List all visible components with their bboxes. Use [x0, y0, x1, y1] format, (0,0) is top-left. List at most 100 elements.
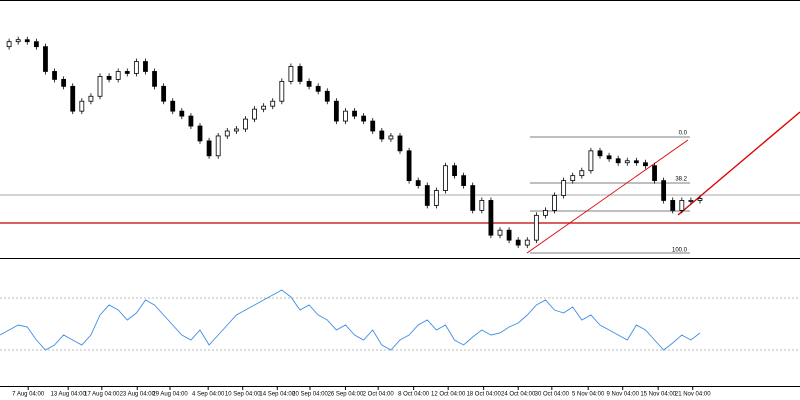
- candle: [661, 180, 667, 201]
- candle: [33, 41, 39, 48]
- candle: [124, 71, 130, 74]
- candle: [652, 165, 657, 182]
- candle: [397, 135, 403, 152]
- x-tick-label: 9 Nov 04:00: [607, 392, 640, 398]
- candle: [679, 200, 685, 211]
- fib-label: 100.0: [672, 248, 688, 254]
- candle: [515, 239, 521, 246]
- candle: [79, 100, 85, 112]
- candle: [424, 185, 430, 206]
- x-tick-label: 12 Oct 04:00: [431, 392, 466, 398]
- candle: [524, 239, 530, 246]
- x-tick-label: 18 Oct 04:00: [466, 392, 501, 398]
- x-tick-label: 4 Sep 04:00: [192, 392, 225, 398]
- x-tick-label: 7 Aug 04:00: [12, 392, 45, 398]
- candle: [270, 100, 276, 107]
- candle: [197, 125, 203, 142]
- x-tick-label: 30 Oct 04:00: [535, 392, 570, 398]
- candle: [170, 100, 176, 112]
- candle: [88, 95, 94, 102]
- candle: [361, 115, 367, 122]
- candle: [315, 85, 321, 92]
- candle: [543, 209, 548, 216]
- candle: [52, 71, 57, 80]
- candle: [688, 200, 694, 202]
- x-tick-label: 20 Sep 04:00: [292, 392, 328, 398]
- candle: [224, 130, 230, 137]
- candle: [306, 80, 312, 87]
- x-tick-label: 15 Nov 04:00: [640, 392, 676, 398]
- candle: [415, 180, 421, 186]
- candle: [324, 90, 330, 102]
- candle: [643, 162, 648, 167]
- candle: [297, 66, 303, 82]
- candle: [288, 66, 294, 82]
- candle: [233, 128, 239, 132]
- x-tick-label: 26 Sep 04:00: [328, 392, 364, 398]
- candle: [579, 170, 585, 177]
- x-tick-label: 23 Aug 04:00: [120, 392, 156, 398]
- candle: [570, 175, 576, 182]
- candle: [433, 190, 439, 206]
- candle: [670, 200, 676, 211]
- x-tick-label: 5 Nov 04:00: [572, 392, 605, 398]
- candle: [15, 39, 21, 43]
- candle: [615, 158, 621, 164]
- candle: [261, 105, 267, 110]
- candle: [588, 150, 594, 172]
- candle: [506, 229, 512, 241]
- candle: [343, 110, 348, 122]
- candle: [479, 200, 485, 211]
- candle: [152, 71, 157, 87]
- candle: [379, 130, 385, 140]
- trend-line: [677, 111, 800, 216]
- candle: [452, 165, 457, 177]
- candle: [97, 76, 103, 97]
- candle: [606, 155, 612, 160]
- candle: [279, 80, 285, 102]
- x-tick-label: 29 Aug 04:00: [152, 392, 188, 398]
- candle: [624, 160, 630, 164]
- candle: [333, 100, 339, 122]
- fib-label: 38.2: [675, 177, 687, 183]
- candle: [461, 175, 467, 186]
- candle: [206, 140, 212, 157]
- candle: [70, 85, 76, 112]
- x-tick-label: 21 Nov 04:00: [675, 392, 711, 398]
- x-tick-label: 24 Oct 04:00: [501, 392, 536, 398]
- candle: [179, 110, 185, 117]
- candle: [61, 78, 67, 87]
- candle: [388, 135, 394, 140]
- candle: [215, 135, 221, 157]
- candle: [406, 150, 412, 182]
- candle: [188, 115, 194, 127]
- candle: [133, 61, 139, 74]
- candle: [597, 150, 603, 157]
- x-tick-label: 8 Oct 04:00: [398, 392, 430, 398]
- candle: [470, 185, 476, 211]
- candle: [561, 180, 567, 196]
- fib-label: 0.0: [679, 131, 688, 137]
- x-tick-label: 17 Aug 04:00: [84, 392, 120, 398]
- candle: [633, 160, 639, 164]
- x-tick-label: 10 Sep 04:00: [225, 392, 261, 398]
- candle: [143, 61, 148, 72]
- candle: [24, 39, 30, 43]
- candle: [6, 41, 12, 48]
- x-tick-label: 14 Sep 04:00: [259, 392, 295, 398]
- candle: [106, 76, 112, 80]
- x-tick-label: 2 Oct 04:00: [363, 392, 395, 398]
- candle: [352, 110, 357, 117]
- x-tick-label: 13 Aug 04:00: [50, 392, 86, 398]
- trend-line: [526, 139, 689, 254]
- oscillator-line: [0, 289, 701, 351]
- candle: [370, 120, 376, 132]
- candle: [43, 46, 48, 72]
- candle: [252, 108, 257, 120]
- candle: [115, 71, 121, 80]
- candle: [161, 85, 167, 102]
- candle: [443, 165, 448, 191]
- candle: [497, 229, 503, 236]
